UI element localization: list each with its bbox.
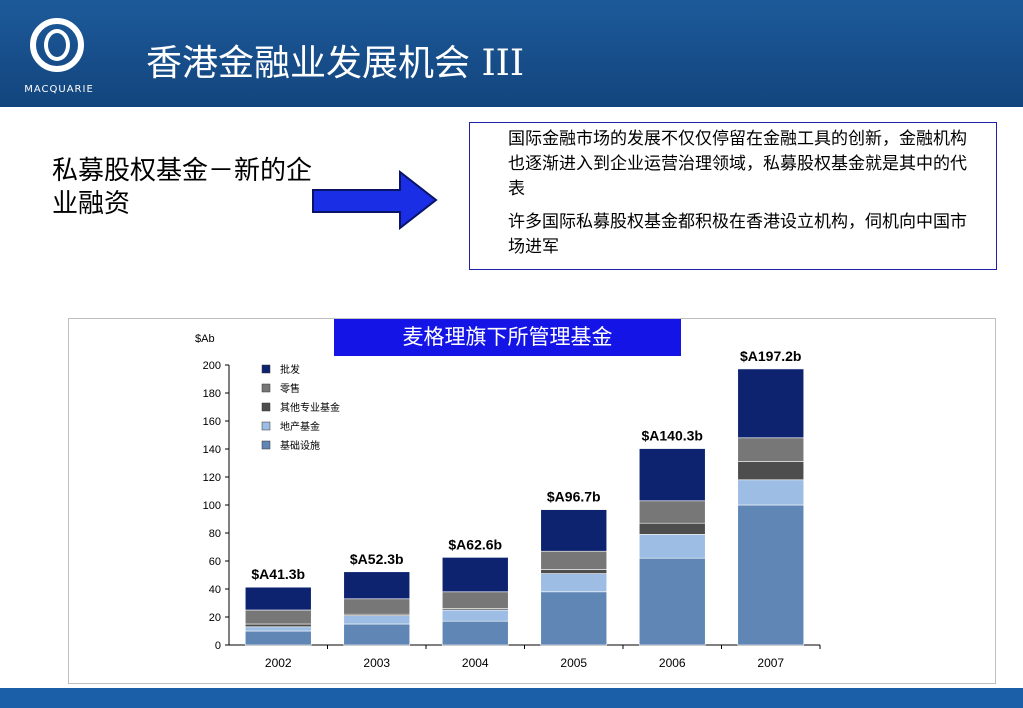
y-tick-label: 80	[209, 528, 221, 540]
bar-segment	[737, 461, 805, 481]
bar-segment	[441, 609, 509, 622]
right-arrow-icon	[312, 170, 438, 230]
bar-segment	[244, 609, 312, 625]
left-heading: 私募股权基金－新的企业融资	[52, 156, 313, 219]
bar-segment	[244, 630, 312, 646]
macquarie-logo: MACQUARIE	[14, 14, 114, 104]
y-tick-label: 0	[215, 640, 221, 652]
chart-frame	[68, 318, 996, 684]
bar-segment	[540, 569, 608, 574]
bar-total-label: $A41.3b	[251, 566, 305, 582]
bar-segment	[441, 620, 509, 646]
page-title: 香港金融业发展机会 III	[146, 43, 525, 84]
x-tick-label: 2003	[363, 656, 390, 670]
bar-segment	[638, 534, 706, 559]
bar-segment	[638, 522, 706, 535]
bar-total-label: $A96.7b	[547, 489, 601, 505]
y-tick-label: 40	[209, 584, 221, 596]
y-tick-label: 200	[203, 360, 221, 372]
legend-swatch	[261, 440, 271, 450]
header-bar: MACQUARIE 香港金融业发展机会 III	[0, 0, 1023, 107]
legend-swatch	[261, 421, 271, 431]
legend-label: 地产基金	[280, 420, 320, 433]
y-tick-label: 20	[209, 612, 221, 624]
chart-title: 麦格理旗下所管理基金	[334, 319, 681, 356]
bar-segment	[244, 623, 312, 628]
x-tick-label: 2006	[659, 656, 686, 670]
logo-text: MACQUARIE	[24, 84, 94, 95]
legend-swatch	[261, 383, 271, 393]
bar-segment	[638, 557, 706, 646]
macquarie-ring-icon	[30, 18, 84, 72]
y-axis-label: $Ab	[195, 333, 215, 345]
x-tick-label: 2002	[265, 656, 292, 670]
bar-total-label: $A62.6b	[448, 536, 502, 552]
bar-segment	[343, 598, 411, 615]
bar-segment	[540, 550, 608, 570]
bar-segment	[540, 573, 608, 593]
bar-segment	[441, 557, 509, 593]
legend-label: 批发	[280, 363, 300, 376]
bar-segment	[737, 368, 805, 439]
bar-segment	[244, 626, 312, 632]
bar-segment	[638, 500, 706, 524]
bar-segment	[540, 509, 608, 552]
bar-segment	[737, 479, 805, 506]
bar-segment	[343, 615, 411, 625]
legend-label: 基础设施	[280, 439, 320, 452]
bar-total-label: $A52.3b	[350, 551, 404, 567]
legend-swatch	[261, 402, 271, 412]
bar-segment	[737, 437, 805, 462]
legend-label: 零售	[280, 382, 300, 395]
y-tick-label: 140	[203, 444, 221, 456]
bar-segment	[540, 591, 608, 646]
note-paragraph-1: 国际金融市场的发展不仅仅停留在金融工具的创新，金融机构也逐渐进入到企业运营治理领…	[508, 129, 967, 199]
bar-segment	[343, 623, 411, 646]
note-box: 国际金融市场的发展不仅仅停留在金融工具的创新，金融机构也逐渐进入到企业运营治理领…	[469, 122, 997, 270]
y-tick-label: 60	[209, 556, 221, 568]
x-tick-label: 2007	[757, 656, 784, 670]
y-tick-label: 180	[203, 388, 221, 400]
bar-segment	[244, 586, 312, 611]
bar-segment	[441, 591, 509, 609]
bar-segment	[737, 504, 805, 646]
note-paragraph-2: 许多国际私募股权基金都积极在香港设立机构，伺机向中国市场进军	[508, 212, 967, 257]
y-tick-label: 160	[203, 416, 221, 428]
footer-bar	[0, 688, 1023, 708]
legend-swatch	[261, 364, 271, 374]
y-tick-label: 100	[203, 500, 221, 512]
bar-segment	[343, 571, 411, 600]
x-tick-label: 2004	[462, 656, 489, 670]
x-tick-label: 2005	[560, 656, 587, 670]
legend-label: 其他专业基金	[280, 401, 340, 414]
bar-segment	[638, 448, 706, 502]
y-tick-label: 120	[203, 472, 221, 484]
bar-total-label: $A140.3b	[642, 428, 703, 444]
bar-total-label: $A197.2b	[740, 348, 801, 364]
